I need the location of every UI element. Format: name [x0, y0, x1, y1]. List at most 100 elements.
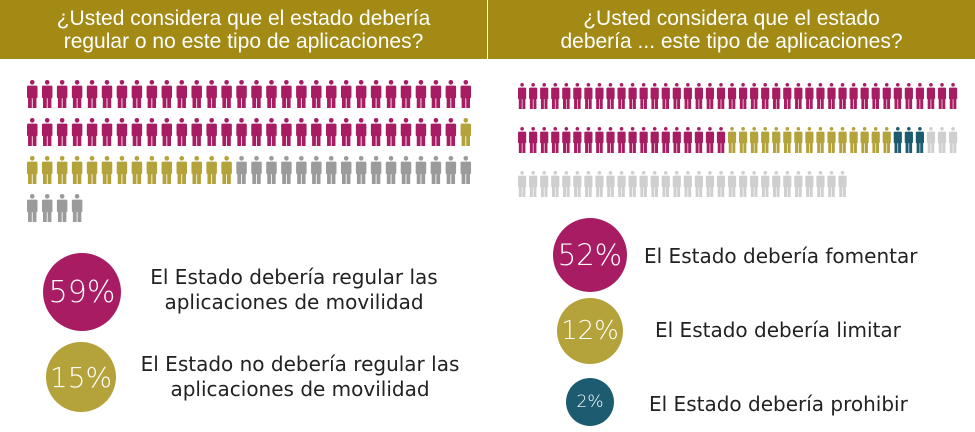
right-person-icon — [639, 127, 648, 153]
left-legend-percent-regular: 59% — [48, 274, 116, 310]
left-person-icon — [56, 194, 68, 222]
right-person-icon — [661, 171, 670, 197]
left-person-icon — [236, 156, 247, 184]
right-person-icon — [761, 171, 770, 197]
right-person-icon — [805, 171, 814, 197]
left-person-icon — [41, 156, 53, 184]
right-person-icon — [772, 127, 781, 153]
left-person-icon — [415, 156, 427, 184]
right-legend-circle-fomentar: 52% — [553, 218, 627, 292]
left-person-icon — [206, 156, 217, 184]
left-person-icon — [191, 80, 202, 108]
right-person-icon — [595, 127, 604, 153]
right-title-line-2: debería ... este tipo de aplicaciones? — [560, 29, 903, 53]
left-person-icon — [206, 118, 217, 146]
left-person-icon — [86, 156, 98, 184]
left-person-icon — [460, 80, 472, 108]
left-person-icon — [340, 118, 352, 146]
left-person-icon — [460, 118, 472, 146]
left-person-icon — [445, 80, 457, 108]
left-person-icon — [27, 156, 38, 184]
right-title-line-1: ¿Usted considera que el estado — [583, 6, 880, 30]
left-legend-percent-no-regular: 15% — [49, 360, 113, 394]
left-legend-label-regular-line2: aplicaciones de movilidad — [164, 290, 424, 314]
left-person-icon — [86, 80, 98, 108]
left-person-icon — [161, 156, 173, 184]
left-legend-circle-regular: 59% — [43, 253, 121, 331]
right-person-icon — [694, 171, 703, 197]
right-person-icon — [705, 171, 715, 197]
left-person-icon — [71, 80, 83, 108]
right-person-icon — [573, 171, 582, 197]
right-person-icon — [650, 127, 659, 153]
left-person-icon — [101, 118, 113, 146]
right-person-icon — [739, 127, 748, 153]
left-person-icon — [56, 156, 68, 184]
right-person-icon — [529, 127, 538, 153]
right-person-icon — [573, 83, 582, 109]
right-legend-percent-fomentar: 52% — [557, 238, 623, 272]
left-person-icon — [400, 156, 412, 184]
right-person-icon — [761, 127, 770, 153]
left-legend-circle-no-regular: 15% — [46, 342, 116, 412]
right-person-icon — [518, 127, 527, 153]
right-person-icon — [584, 127, 593, 153]
left-person-icon — [340, 156, 352, 184]
right-person-icon — [904, 83, 913, 109]
left-person-icon — [86, 118, 98, 146]
left-person-icon — [296, 118, 307, 146]
right-person-icon — [827, 83, 836, 109]
right-person-icon — [551, 127, 560, 153]
left-person-icon — [221, 118, 232, 146]
right-person-icon — [518, 83, 527, 109]
left-legend-label-regular: El Estado debería regular las aplicacion… — [144, 265, 444, 315]
right-person-icon — [882, 127, 891, 153]
left-person-icon — [355, 156, 367, 184]
right-person-icon — [694, 83, 703, 109]
right-legend-label-fomentar: El Estado debería fomentar — [644, 244, 918, 268]
left-person-icon — [385, 118, 397, 146]
right-person-icon — [816, 127, 825, 153]
left-person-icon — [281, 156, 292, 184]
right-legend-circle-prohibir: 2% — [566, 378, 614, 426]
left-person-icon — [445, 156, 457, 184]
left-person-icon — [191, 118, 202, 146]
right-person-icon — [805, 127, 814, 153]
left-person-icon — [266, 156, 277, 184]
left-person-icon — [176, 156, 187, 184]
right-person-icon — [904, 127, 913, 153]
left-person-icon — [56, 118, 68, 146]
right-person-icon — [683, 171, 692, 197]
right-person-icon — [650, 171, 659, 197]
left-person-icon — [191, 156, 202, 184]
right-person-icon — [540, 127, 549, 153]
right-person-icon — [672, 171, 681, 197]
right-person-icon — [816, 171, 825, 197]
left-person-icon — [236, 118, 247, 146]
right-person-icon — [606, 127, 615, 153]
right-person-icon — [871, 83, 880, 109]
left-person-icon — [296, 156, 307, 184]
right-legend-circle-limitar: 12% — [557, 298, 623, 364]
left-person-icon — [281, 80, 292, 108]
right-person-icon — [948, 83, 958, 109]
right-person-icon — [915, 83, 924, 109]
right-person-icon — [893, 127, 902, 153]
left-person-icon — [206, 80, 217, 108]
left-person-icon — [101, 156, 113, 184]
right-person-icon — [794, 127, 803, 153]
left-person-icon — [131, 80, 143, 108]
left-person-icon — [415, 80, 427, 108]
left-person-icon — [355, 118, 367, 146]
right-person-icon — [540, 171, 549, 197]
left-person-icon — [221, 80, 232, 108]
left-title-line-2: regular o no este tipo de aplicaciones? — [63, 29, 424, 53]
left-person-icon — [326, 156, 337, 184]
right-chart-title: ¿Usted considera que el estado debería .… — [488, 0, 975, 59]
right-person-icon — [827, 171, 836, 197]
left-person-icon — [41, 80, 53, 108]
left-person-icon — [131, 118, 143, 146]
right-person-icon — [628, 171, 637, 197]
left-person-icon — [71, 118, 83, 146]
left-person-icon — [445, 118, 457, 146]
